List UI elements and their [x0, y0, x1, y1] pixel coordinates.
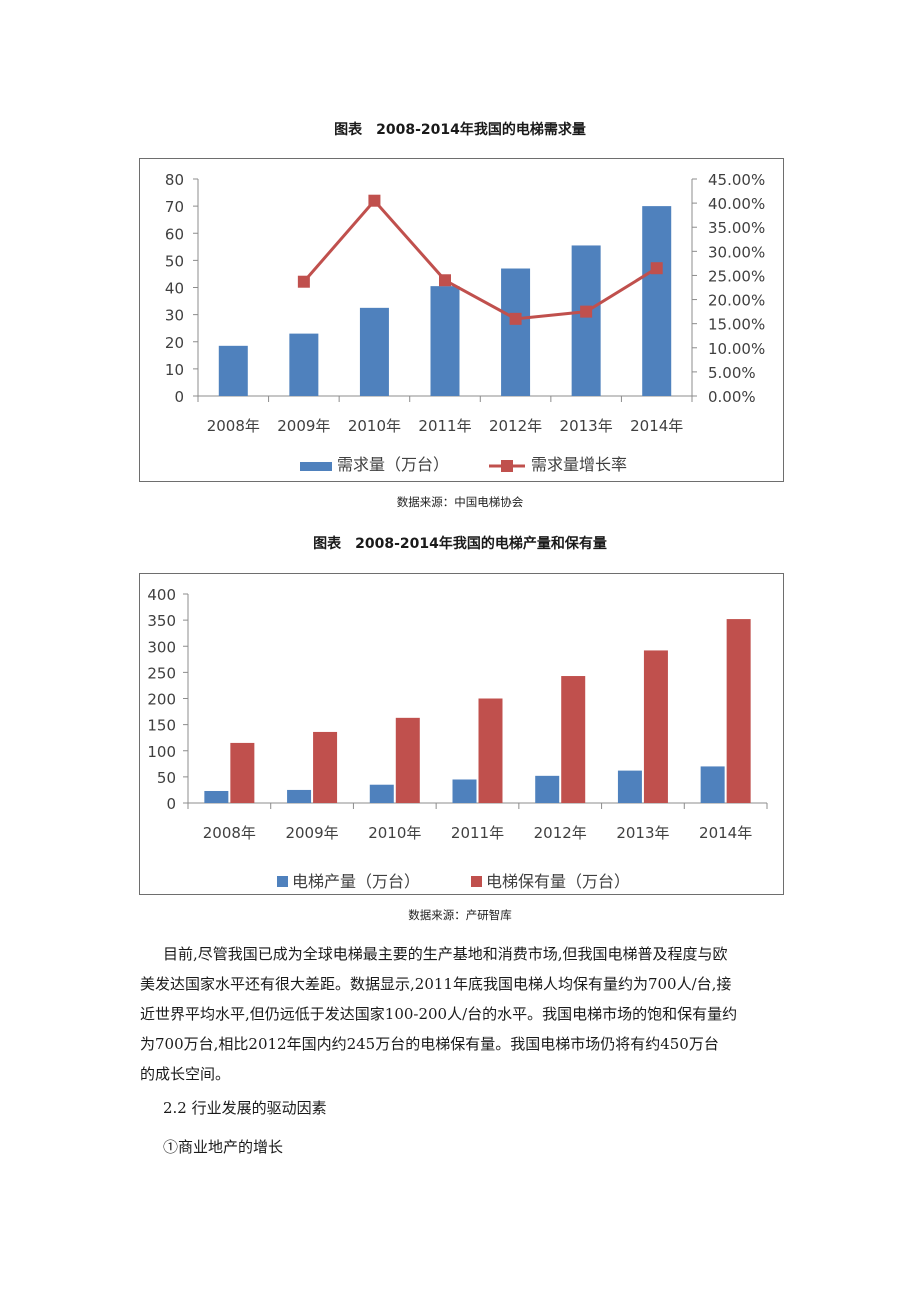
y-right-tick-label: 30.00%: [708, 243, 765, 261]
paragraph-line: 的成长空间。: [140, 1065, 231, 1083]
y-tick-label: 250: [147, 664, 176, 682]
legend-demand-label: 需求量（万台）: [337, 455, 449, 474]
production-bar: [204, 790, 229, 803]
growth-rate-marker: [368, 194, 381, 207]
stock-bar: [230, 742, 255, 803]
paragraph-line: 为700万台,相比2012年国内约245万台的电梯保有量。我国电梯市场仍将有约4…: [140, 1035, 719, 1053]
paragraph-line: 近世界平均水平,但仍远低于发达国家100-200人/台的水平。我国电梯市场的饱和…: [140, 1005, 738, 1023]
stock-bar: [726, 619, 751, 803]
legend-production-label: 电梯产量（万台）: [292, 872, 420, 891]
x-tick-label: 2010年: [368, 824, 421, 842]
y-right-tick-label: 10.00%: [708, 340, 765, 358]
x-tick-label: 2012年: [534, 824, 587, 842]
y-left-tick-label: 40: [165, 280, 184, 298]
x-tick-label: 2010年: [348, 417, 401, 435]
stock-bar: [561, 676, 586, 803]
y-left-tick-label: 20: [165, 334, 184, 352]
chart1-caption: 图表 2008-2014年我国的电梯需求量: [334, 122, 586, 138]
legend-stock-label: 电梯保有量（万台）: [486, 872, 630, 891]
y-right-tick-label: 5.00%: [708, 364, 756, 382]
chart2-svg: 0 50 100 150 200 250 300 350 400 2008年 2009年 2010年 2…: [147, 586, 768, 891]
growth-rate-marker: [580, 305, 593, 318]
growth-rate-marker: [509, 312, 522, 325]
y-left-tick-label: 60: [165, 225, 184, 243]
y-tick-label: 100: [147, 743, 176, 761]
growth-rate-line: [302, 198, 658, 321]
legend-stock-swatch: [471, 876, 482, 887]
stock-bar: [478, 698, 503, 803]
section-heading: 2.2 行业发展的驱动因素: [163, 1099, 327, 1117]
y-tick-label: 350: [147, 612, 176, 630]
x-tick-label: 2008年: [203, 824, 256, 842]
y-right-tick-label: 35.00%: [708, 219, 765, 237]
x-tick-label: 2009年: [285, 824, 338, 842]
subheading: ①商业地产的增长: [163, 1138, 284, 1156]
legend-growth-marker: [501, 460, 513, 472]
y-left-tick-label: 0: [174, 388, 184, 406]
demand-bar: [501, 268, 531, 396]
stock-bar: [643, 650, 668, 803]
growth-rate-marker: [297, 275, 310, 288]
x-tick-label: 2013年: [560, 417, 613, 435]
x-tick-label: 2014年: [630, 417, 683, 435]
x-tick-label: 2009年: [277, 417, 330, 435]
legend-growth-label: 需求量增长率: [531, 455, 627, 474]
demand-bar: [289, 333, 319, 396]
production-bar: [535, 775, 560, 803]
legend-demand-swatch: [300, 462, 332, 471]
x-tick-label: 2013年: [616, 824, 669, 842]
y-left-tick-label: 70: [165, 198, 184, 216]
legend-production-swatch: [277, 876, 288, 887]
x-tick-label: 2012年: [489, 417, 542, 435]
paragraph-line: 目前,尽管我国已成为全球电梯最主要的生产基地和消费市场,但我国电梯普及程度与欧: [163, 945, 728, 963]
chart2-caption: 图表 2008-2014年我国的电梯产量和保有量: [313, 536, 607, 552]
chart1-svg: 0 10 20 30 40 50 60 70 80 0.00% 5.00% 10.00% 15.00% 2…: [165, 171, 765, 474]
y-tick-label: 0: [166, 795, 176, 813]
y-tick-label: 50: [157, 769, 176, 787]
y-right-tick-label: 40.00%: [708, 195, 765, 213]
x-tick-label: 2011年: [418, 417, 471, 435]
chart1-demand: 0 10 20 30 40 50 60 70 80 0.00% 5.00% 10.00% 15.00% 2…: [139, 158, 784, 482]
chart2-production-stock: 0 50 100 150 200 250 300 350 400 2008年 2009年 2010年 2…: [139, 573, 784, 895]
y-tick-label: 300: [147, 638, 176, 656]
x-tick-label: 2008年: [207, 417, 260, 435]
production-bar: [617, 770, 642, 803]
x-tick-label: 2014年: [699, 824, 752, 842]
growth-rate-marker: [439, 274, 451, 287]
y-left-tick-label: 50: [165, 252, 184, 270]
y-right-tick-label: 25.00%: [708, 267, 765, 285]
body-paragraph: 目前,尽管我国已成为全球电梯最主要的生产基地和消费市场,但我国电梯普及程度与欧 …: [140, 939, 783, 1089]
chart1-source: 数据来源：中国电梯协会: [396, 495, 524, 509]
paragraph-line: 美发达国家水平还有很大差距。数据显示,2011年底我国电梯人均保有量约为700人…: [140, 975, 732, 993]
y-left-tick-label: 80: [165, 171, 184, 189]
production-bar: [369, 784, 394, 803]
x-tick-label: 2011年: [451, 824, 504, 842]
stock-bar: [395, 717, 420, 803]
production-bar: [287, 789, 312, 803]
growth-rate-marker: [650, 262, 663, 275]
y-left-tick-label: 30: [165, 307, 184, 325]
stock-bar: [313, 731, 338, 803]
y-right-tick-label: 20.00%: [708, 292, 765, 310]
production-bar: [700, 766, 725, 803]
y-right-tick-label: 0.00%: [708, 388, 756, 406]
demand-bar: [430, 286, 460, 396]
production-bar: [452, 779, 477, 803]
y-left-tick-label: 10: [165, 361, 184, 379]
demand-bar: [571, 245, 601, 396]
chart2-source: 数据来源：产研智库: [408, 908, 512, 922]
y-tick-label: 400: [147, 586, 176, 604]
y-tick-label: 150: [147, 717, 176, 735]
demand-bar: [218, 345, 248, 396]
demand-bar: [642, 206, 672, 396]
y-right-tick-label: 15.00%: [708, 316, 765, 334]
y-right-tick-label: 45.00%: [708, 171, 765, 189]
y-tick-label: 200: [147, 691, 176, 709]
demand-bar: [359, 307, 389, 396]
